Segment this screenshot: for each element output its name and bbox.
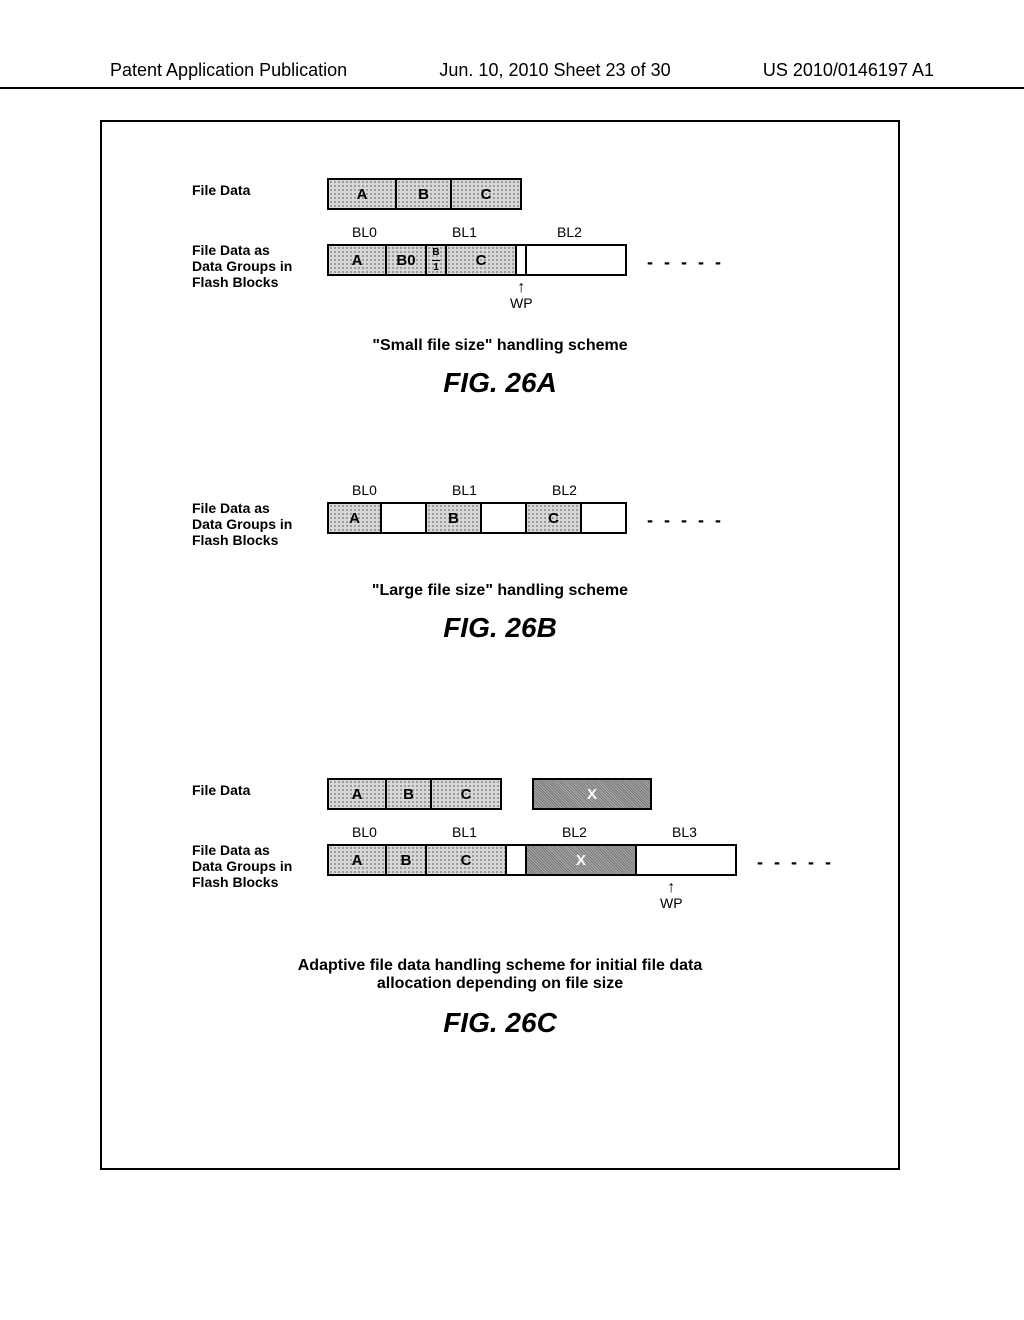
bl0-label-c: BL0 xyxy=(352,824,377,840)
flash-b-a-empty xyxy=(382,502,427,534)
continuation-dots-c: - - - - - xyxy=(757,852,834,873)
file-data-row: File Data xyxy=(192,182,322,198)
file-data-label: File Data xyxy=(192,182,322,198)
figure-26a: File Data A B C BL0 BL1 BL2 File Data as… xyxy=(102,182,898,452)
bl0-label-b: BL0 xyxy=(352,482,377,498)
seg-c-b: B xyxy=(387,778,432,810)
bl2-label-c: BL2 xyxy=(562,824,587,840)
page: Patent Application Publication Jun. 10, … xyxy=(0,0,1024,1320)
caption-26c: Adaptive file data handling scheme for i… xyxy=(102,957,898,993)
flash-b-c-empty xyxy=(582,502,627,534)
flash-b-a: A xyxy=(327,502,382,534)
flash-row: File Data as Data Groups in Flash Blocks xyxy=(192,242,322,290)
content-frame: File Data A B C BL0 BL1 BL2 File Data as… xyxy=(100,120,900,1170)
flash-c-c: C xyxy=(427,844,507,876)
bl1-label: BL1 xyxy=(452,224,477,240)
seg-b: B xyxy=(397,178,452,210)
bl2-label: BL2 xyxy=(557,224,582,240)
header-left: Patent Application Publication xyxy=(110,60,347,81)
bl1-label-b: BL1 xyxy=(452,482,477,498)
seg-c-x: X xyxy=(532,778,652,810)
figure-26c: File Data A B C X BL0 BL1 BL2 BL3 File D… xyxy=(102,782,898,1132)
file-data-row-c: File Data xyxy=(192,782,322,798)
seg-c-gap xyxy=(502,778,532,810)
seg-c-a: A xyxy=(327,778,387,810)
file-data-segments-c: A B C X xyxy=(327,778,652,810)
flash-row-c: File Data as Data Groups in Flash Blocks xyxy=(192,842,322,890)
flash-label-c: File Data as Data Groups in Flash Blocks xyxy=(192,842,322,890)
flash-label-b: File Data as Data Groups in Flash Blocks xyxy=(192,500,322,548)
flash-b0: B0 xyxy=(387,244,427,276)
wp-label-c: WP xyxy=(660,895,683,911)
header-right: US 2010/0146197 A1 xyxy=(763,60,934,81)
flash-b-c: C xyxy=(527,502,582,534)
continuation-dots: - - - - - xyxy=(647,252,724,273)
seg-c: C xyxy=(452,178,522,210)
flash-label: File Data as Data Groups in Flash Blocks xyxy=(192,242,322,290)
seg-a: A xyxy=(327,178,397,210)
bl0-label: BL0 xyxy=(352,224,377,240)
wp-label: WP xyxy=(510,295,533,311)
file-data-label-c: File Data xyxy=(192,782,322,798)
wp-pointer-c: WP xyxy=(660,880,683,910)
header-center: Jun. 10, 2010 Sheet 23 of 30 xyxy=(439,60,670,81)
flash-c-bl1-empty xyxy=(507,844,527,876)
flash-b1-bot: 1 xyxy=(433,261,439,275)
flash-row-b: File Data as Data Groups in Flash Blocks xyxy=(192,500,322,548)
flash-b1-top: B xyxy=(432,246,439,261)
caption-26a: "Small file size" handling scheme xyxy=(102,337,898,355)
flash-c-bl3-empty xyxy=(637,844,737,876)
flash-c-x: X xyxy=(527,844,637,876)
figure-26b: BL0 BL1 BL2 File Data as Data Groups in … xyxy=(102,482,898,712)
flash-segments-26c: A B C X xyxy=(327,844,737,876)
flash-b-b: B xyxy=(427,502,482,534)
flash-b1-split: B 1 xyxy=(427,244,447,276)
flash-a: A xyxy=(327,244,387,276)
continuation-dots-b: - - - - - xyxy=(647,510,724,531)
bl2-label-b: BL2 xyxy=(552,482,577,498)
flash-segments-26b: A B C xyxy=(327,502,627,534)
bl1-label-c: BL1 xyxy=(452,824,477,840)
page-header: Patent Application Publication Jun. 10, … xyxy=(0,60,1024,89)
seg-c-c: C xyxy=(432,778,502,810)
wp-pointer: WP xyxy=(510,280,533,310)
flash-c-b: B xyxy=(387,844,427,876)
flash-b-b-empty xyxy=(482,502,527,534)
flash-c-a: A xyxy=(327,844,387,876)
bl3-label-c: BL3 xyxy=(672,824,697,840)
flash-bl2-empty xyxy=(527,244,627,276)
file-data-segments: A B C xyxy=(327,178,522,210)
figtitle-26c: FIG. 26C xyxy=(102,1007,898,1039)
flash-c: C xyxy=(447,244,517,276)
flash-segments-26a: A B0 B 1 C xyxy=(327,244,627,276)
flash-bl1-empty xyxy=(517,244,527,276)
caption-26b: "Large file size" handling scheme xyxy=(102,582,898,600)
figtitle-26a: FIG. 26A xyxy=(102,367,898,399)
figtitle-26b: FIG. 26B xyxy=(102,612,898,644)
